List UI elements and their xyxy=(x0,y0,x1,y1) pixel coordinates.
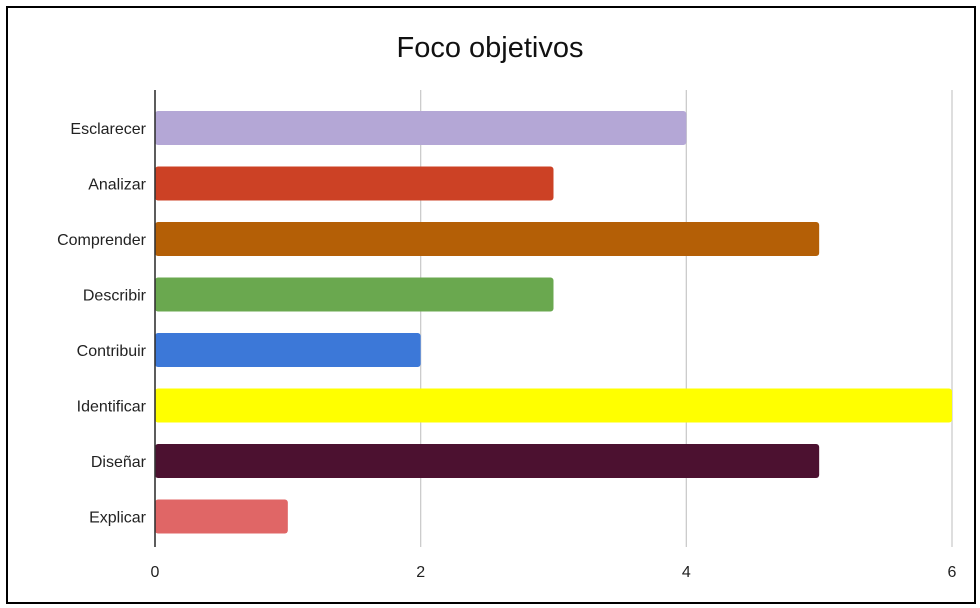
bars xyxy=(155,111,952,534)
category-label-identificar: Identificar xyxy=(77,399,147,416)
bar-comprender xyxy=(155,222,820,256)
bar-describir xyxy=(155,277,554,312)
x-tick-label-2: 2 xyxy=(416,564,425,581)
category-label-contribuir: Contribuir xyxy=(77,343,147,360)
bar-analizar xyxy=(155,166,554,201)
bar-identificar xyxy=(155,388,952,423)
category-label-esclarecer: Esclarecer xyxy=(70,121,146,138)
x-tick-label-4: 4 xyxy=(682,564,691,581)
category-label-disenar: Diseñar xyxy=(91,454,147,471)
category-label-describir: Describir xyxy=(83,288,147,305)
bar-esclarecer xyxy=(155,111,687,145)
bar-disenar xyxy=(155,444,820,478)
category-label-comprender: Comprender xyxy=(57,232,147,249)
category-label-analizar: Analizar xyxy=(88,177,146,194)
grid-lines xyxy=(420,90,953,547)
category-label-explicar: Explicar xyxy=(89,510,147,527)
x-tick-label-0: 0 xyxy=(151,564,160,581)
chart-title: Foco objetivos xyxy=(396,32,584,64)
labels: 0 2 4 6 Esclarecer Analizar Comprender Describi… xyxy=(57,121,956,581)
x-tick-label-6: 6 xyxy=(948,564,957,581)
bar-contribuir xyxy=(155,333,421,367)
bar-explicar xyxy=(155,499,288,534)
